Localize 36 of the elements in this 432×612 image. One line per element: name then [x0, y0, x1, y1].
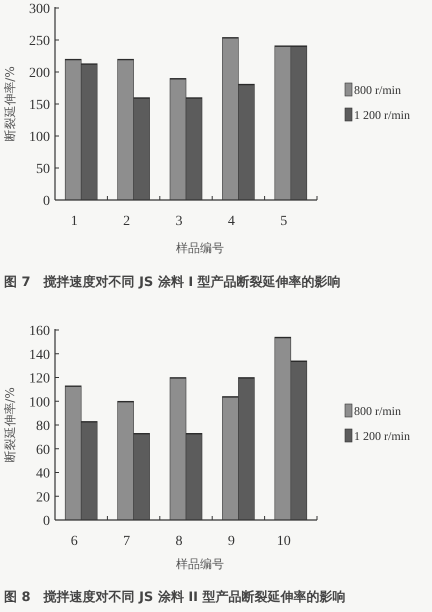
text: 图 7 搅拌速度对不同 JS 涂料 I 型产品断裂延伸率的影响: [4, 274, 341, 290]
y-axis-title: 断裂延伸率/%: [3, 387, 17, 463]
x-tick-label: 3: [176, 214, 182, 229]
legend-label: 800 r/min: [354, 404, 401, 418]
y-tick-label: 100: [29, 130, 50, 145]
x-tick-label: 2: [123, 214, 130, 229]
x-tick-label: 10: [276, 534, 291, 549]
x-tick-label: 7: [123, 534, 130, 549]
x-tick-label: 4: [228, 214, 235, 229]
y-tick-label: 50: [36, 162, 50, 177]
x-tick-label: 9: [228, 534, 235, 549]
y-tick-label: 160: [29, 324, 50, 339]
y-tick-label: 120: [29, 372, 50, 386]
y-tick-label: 200: [29, 66, 50, 81]
y-tick-label: 100: [29, 395, 50, 410]
x-tick-label: 5: [280, 214, 288, 229]
y-tick-label: 20: [36, 490, 50, 506]
y-tick-label: 0: [43, 194, 50, 209]
y-tick-label: 40: [36, 466, 50, 482]
y-axis-title: 断裂延伸率/%: [3, 66, 17, 142]
x-tick-label: 1: [70, 214, 78, 229]
y-tick-label: 300: [29, 2, 50, 17]
y-tick-label: 80: [36, 419, 50, 434]
x-axis-title: 样品编号: [176, 241, 224, 255]
x-axis-title: 样品编号: [176, 557, 224, 571]
legend-label: 1 200 r/min: [354, 429, 410, 443]
legend-label: 800 r/min: [354, 83, 401, 97]
y-tick-label: 250: [29, 34, 50, 49]
y-tick-label: 60: [36, 442, 50, 458]
x-tick-label: 6: [70, 534, 78, 549]
y-tick-label: 0: [43, 514, 50, 529]
x-tick-label: 8: [176, 534, 182, 549]
y-tick-label: 150: [29, 98, 50, 113]
legend-label: 1 200 r/min: [354, 108, 410, 122]
text: 图 8 搅拌速度对不同 JS 涂料 II 型产品断裂延伸率的影响: [4, 589, 346, 605]
y-tick-label: 140: [29, 348, 50, 363]
